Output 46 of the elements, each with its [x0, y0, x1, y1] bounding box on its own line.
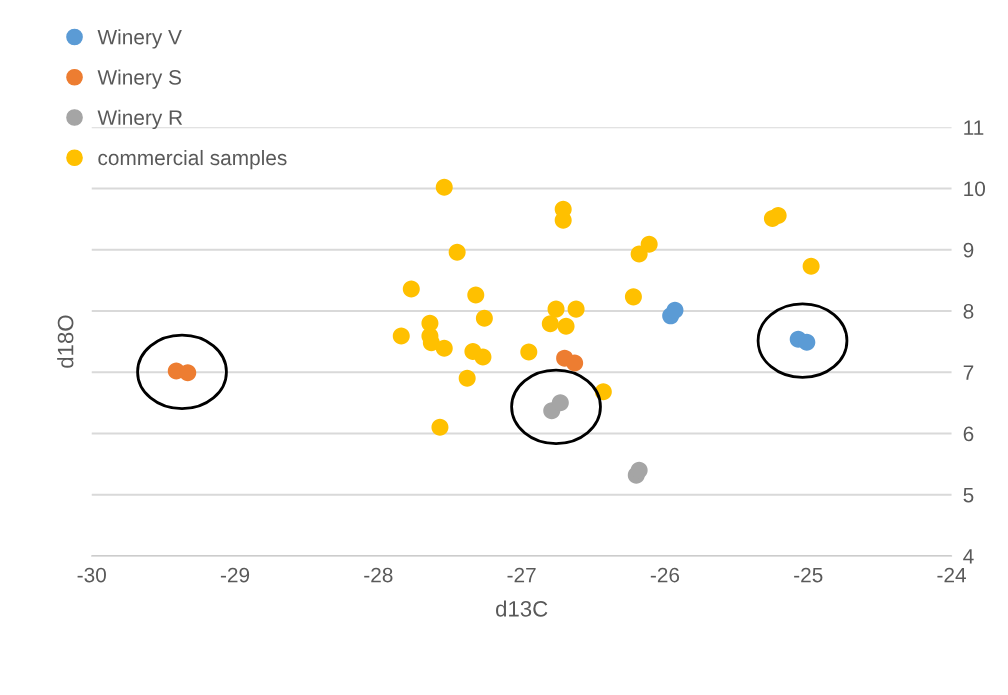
point	[640, 235, 658, 253]
point	[458, 369, 476, 387]
point	[798, 333, 816, 351]
point	[557, 317, 575, 335]
y-tick-label: 11	[964, 120, 984, 135]
point	[624, 288, 642, 306]
point	[566, 354, 584, 372]
point	[392, 327, 410, 345]
point	[666, 301, 684, 319]
point	[474, 348, 492, 366]
y-tick-label: 8	[963, 303, 974, 319]
x-tick-label: -27	[507, 567, 536, 583]
point	[551, 394, 569, 412]
point	[475, 309, 493, 327]
point	[435, 178, 453, 196]
x-axis-title: d13C	[496, 600, 548, 617]
point	[769, 206, 787, 224]
point	[567, 300, 585, 318]
point	[448, 243, 466, 261]
point	[630, 461, 648, 479]
point	[520, 343, 538, 361]
x-tick-label: -24	[937, 567, 966, 583]
point	[802, 257, 820, 275]
y-tick-label: 10	[964, 181, 986, 197]
y-tick-label: 7	[963, 365, 974, 380]
point	[541, 315, 559, 333]
x-tick-label: -29	[220, 567, 250, 583]
x-tick-label: -30	[77, 567, 106, 583]
point	[431, 418, 449, 436]
legend-label: Winery V	[97, 29, 182, 49]
legend-label: commercial samples	[98, 149, 287, 170]
x-tick-label: -25	[794, 567, 823, 583]
y-tick-label: 9	[963, 242, 974, 258]
y-axis-title: d18O	[57, 315, 74, 368]
point	[467, 286, 485, 304]
point	[435, 339, 453, 357]
point	[547, 300, 565, 318]
y-tick-label: 5	[963, 487, 974, 503]
legend-label: Winery R	[97, 109, 183, 130]
point	[179, 364, 197, 382]
x-tick-label: -28	[364, 567, 393, 583]
point	[402, 280, 420, 298]
x-tick-label: -26	[650, 567, 680, 583]
legend-label: Winery S	[97, 69, 181, 89]
y-tick-label: 4	[963, 549, 974, 564]
y-tick-label: 6	[963, 426, 974, 442]
